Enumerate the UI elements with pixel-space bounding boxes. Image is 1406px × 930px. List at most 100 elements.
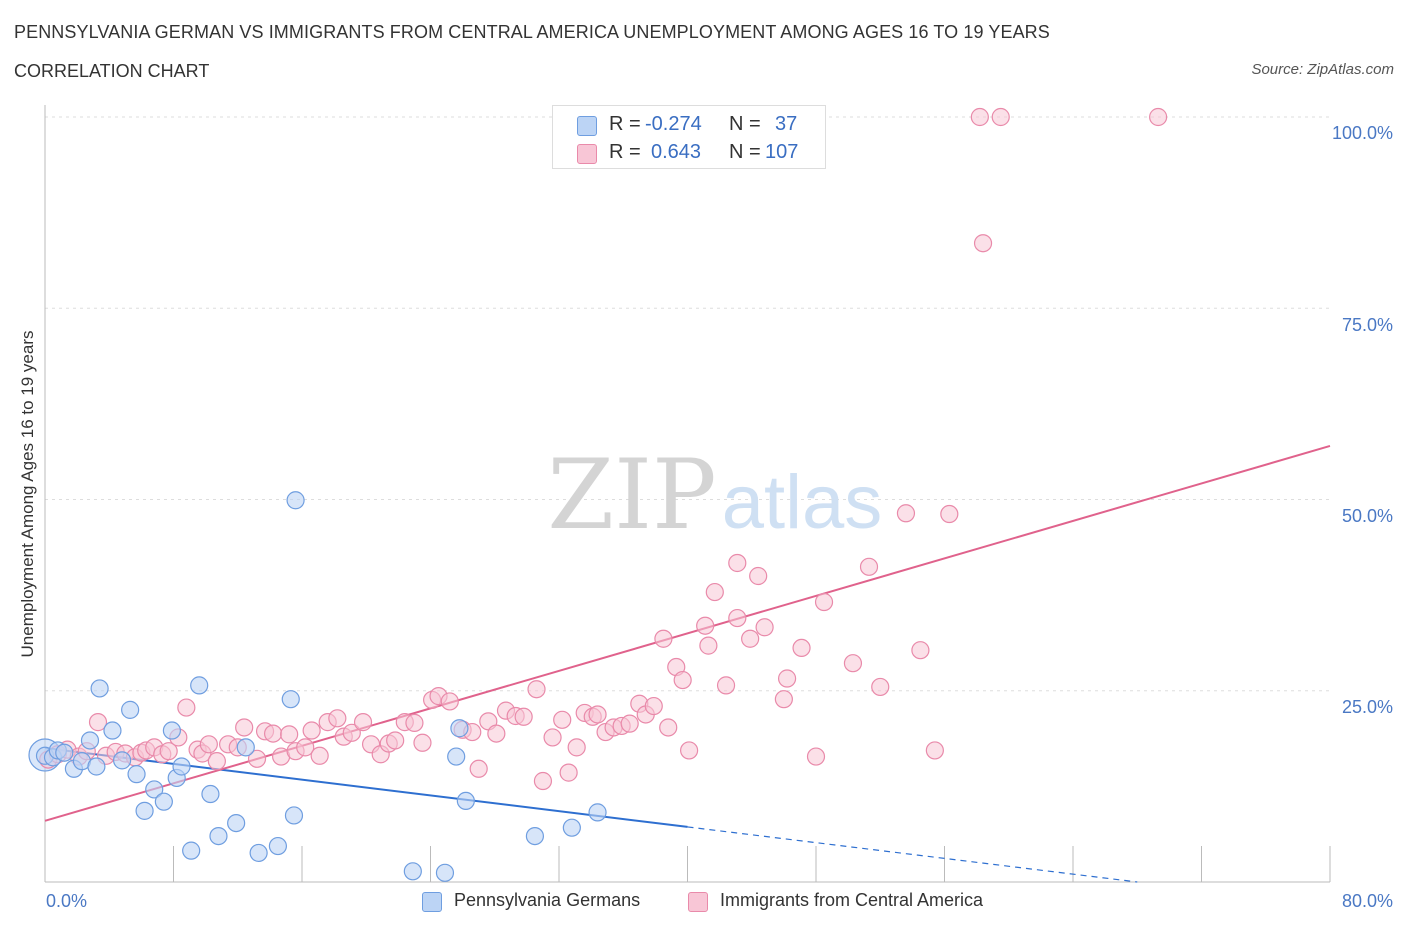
legend-r-label: R =: [609, 113, 641, 135]
data-point-central-america-87: [777, 669, 797, 688]
correlation-legend: R = -0.274 N = 37 R = 0.643 N = 107: [552, 105, 826, 169]
data-point-pennsylvania-germans-21: [201, 784, 220, 804]
data-point-pennsylvania-germans-15: [154, 792, 173, 811]
data-point-central-america-5: [88, 713, 108, 732]
data-point-central-america-90: [814, 592, 834, 612]
data-point-central-america-56: [527, 680, 546, 699]
data-point-central-america-93: [871, 677, 890, 697]
legend-swatch-pink: [577, 144, 597, 164]
data-point-central-america-88: [792, 638, 811, 658]
data-point-pennsylvania-germans-30: [403, 862, 422, 881]
legend-label: Pennsylvania Germans: [454, 890, 641, 910]
data-point-central-america-75: [673, 670, 692, 690]
data-point-central-america-61: [567, 738, 586, 757]
data-point-pennsylvania-germans-20: [190, 676, 209, 695]
legend-n-label: N =: [729, 113, 761, 135]
data-point-central-america-31: [302, 721, 321, 740]
data-point-central-america-59: [553, 710, 572, 729]
data-point-central-america-19: [199, 735, 218, 754]
data-point-central-america-96: [925, 741, 944, 760]
data-point-pennsylvania-germans-9: [103, 721, 122, 740]
data-point-central-america-91: [843, 654, 863, 673]
data-point-pennsylvania-germans-25: [249, 843, 268, 863]
data-point-central-america-68: [620, 714, 639, 733]
data-point-pennsylvania-germans-18: [172, 757, 191, 776]
data-point-central-america-71: [644, 696, 663, 716]
data-point-central-america-83: [741, 629, 760, 648]
data-point-central-america-89: [806, 747, 826, 766]
legend-r-label: R =: [609, 141, 641, 163]
data-point-central-america-26: [263, 724, 283, 743]
legend-r-value: -0.274: [645, 113, 702, 135]
data-point-central-america-81: [728, 608, 747, 628]
data-point-pennsylvania-germans-37: [588, 803, 607, 822]
data-point-central-america-57: [533, 771, 553, 791]
data-point-pennsylvania-germans-32: [447, 747, 466, 766]
watermark-zip: ZIP: [547, 439, 716, 551]
data-point-central-america-28: [280, 725, 299, 744]
y-tick-label-25: 25.0%: [1341, 697, 1393, 717]
trend-line-extension-pennsylvania-germans: [687, 826, 1138, 883]
data-point-pennsylvania-germans-24: [236, 738, 255, 757]
y-tick-label-75: 75.0%: [1341, 315, 1393, 335]
data-point-central-america-58: [543, 728, 562, 747]
data-point-central-america-44: [413, 733, 432, 752]
data-point-pennsylvania-germans-28: [284, 806, 304, 825]
data-point-central-america-79: [705, 582, 724, 602]
data-point-central-america-32: [310, 746, 329, 765]
trend-line-pennsylvania-germans: [44, 747, 688, 828]
data-point-central-america-97: [940, 504, 959, 524]
data-point-pennsylvania-germans-27: [281, 690, 300, 709]
data-point-central-america-82: [728, 553, 747, 573]
legend-label: Immigrants from Central America: [720, 890, 984, 910]
data-point-pennsylvania-germans-19: [182, 841, 201, 860]
y-tick-label-100: 100.0%: [1331, 123, 1393, 143]
watermark-atlas: atlas: [722, 460, 883, 545]
data-point-central-america-84: [749, 566, 768, 586]
legend-swatch-pink: [688, 892, 708, 912]
data-point-central-america-72: [654, 629, 673, 648]
x-tick-label-min: 0.0%: [46, 891, 88, 911]
legend-n-value: 37: [775, 113, 798, 135]
legend-r-value: 0.643: [651, 141, 702, 163]
data-point-central-america-41: [386, 731, 405, 750]
data-point-central-america-43: [405, 713, 424, 732]
data-point-pennsylvania-germans-8: [90, 679, 109, 698]
data-point-pennsylvania-germans-16: [162, 721, 181, 740]
data-point-central-america-92: [859, 557, 879, 576]
data-point-central-america-80: [716, 676, 736, 695]
legend-n-value: 107: [765, 141, 799, 163]
grid-lines: [45, 116, 1330, 692]
chart-subtitle: CORRELATION CHART: [14, 61, 210, 81]
data-point-pennsylvania-germans-3: [55, 743, 74, 762]
data-point-pennsylvania-germans-26: [268, 836, 288, 856]
data-point-central-america-100: [991, 107, 1010, 127]
data-point-central-america-85: [755, 618, 774, 637]
data-point-pennsylvania-germans-35: [525, 826, 545, 846]
legend-n-label: N =: [729, 141, 761, 163]
data-point-central-america-23: [235, 718, 254, 737]
data-point-pennsylvania-germans-23: [227, 813, 246, 833]
x-tick-label-max: 80.0%: [1341, 891, 1393, 911]
data-point-central-america-52: [487, 724, 506, 743]
watermark: ZIP atlas: [547, 439, 882, 551]
data-point-pennsylvania-germans-29: [286, 491, 305, 510]
data-point-pennsylvania-germans-12: [127, 765, 146, 784]
y-tick-label-50: 50.0%: [1341, 506, 1393, 526]
data-point-central-america-30: [296, 738, 315, 757]
data-point-pennsylvania-germans-10: [112, 751, 132, 770]
data-points: [28, 107, 1168, 882]
data-point-central-america-99: [973, 234, 993, 253]
chart-title: PENNSYLVANIA GERMAN VS IMMIGRANTS FROM C…: [14, 22, 1050, 42]
data-point-pennsylvania-germans-31: [435, 863, 455, 882]
data-point-central-america-64: [588, 705, 607, 724]
data-point-central-america-94: [896, 504, 916, 523]
data-point-central-america-36: [342, 723, 361, 742]
data-point-central-america-37: [353, 713, 373, 732]
data-point-pennsylvania-germans-11: [121, 700, 140, 719]
data-point-central-america-76: [680, 741, 699, 760]
data-point-central-america-14: [159, 742, 178, 761]
data-point-central-america-86: [774, 690, 793, 709]
data-point-central-america-24: [247, 749, 267, 768]
